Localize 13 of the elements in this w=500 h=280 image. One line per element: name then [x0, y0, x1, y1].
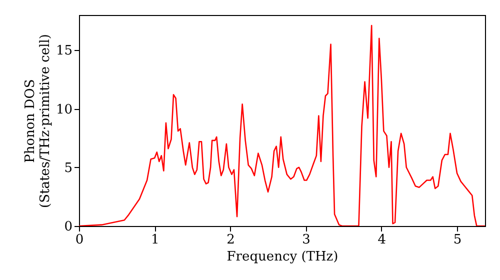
y-axis-title: Phonon DOS (States/THz·primitive cell) [22, 34, 53, 208]
y-tick-label: 5 [64, 160, 72, 176]
y-tick-label: 0 [64, 220, 72, 234]
x-tick-label: 4 [378, 232, 386, 248]
y-tick-label: 10 [56, 102, 72, 118]
y-tick-label: 15 [56, 44, 72, 59]
x-tick-label: 3 [302, 232, 310, 248]
x-tick-label: 0 [75, 232, 84, 248]
x-tick-label: 5 [453, 232, 462, 248]
x-tick-label: 2 [226, 232, 235, 248]
line-series [79, 24, 485, 226]
x-axis-title: Frequency (THz) [226, 250, 338, 264]
x-tick-label: 1 [150, 232, 160, 248]
